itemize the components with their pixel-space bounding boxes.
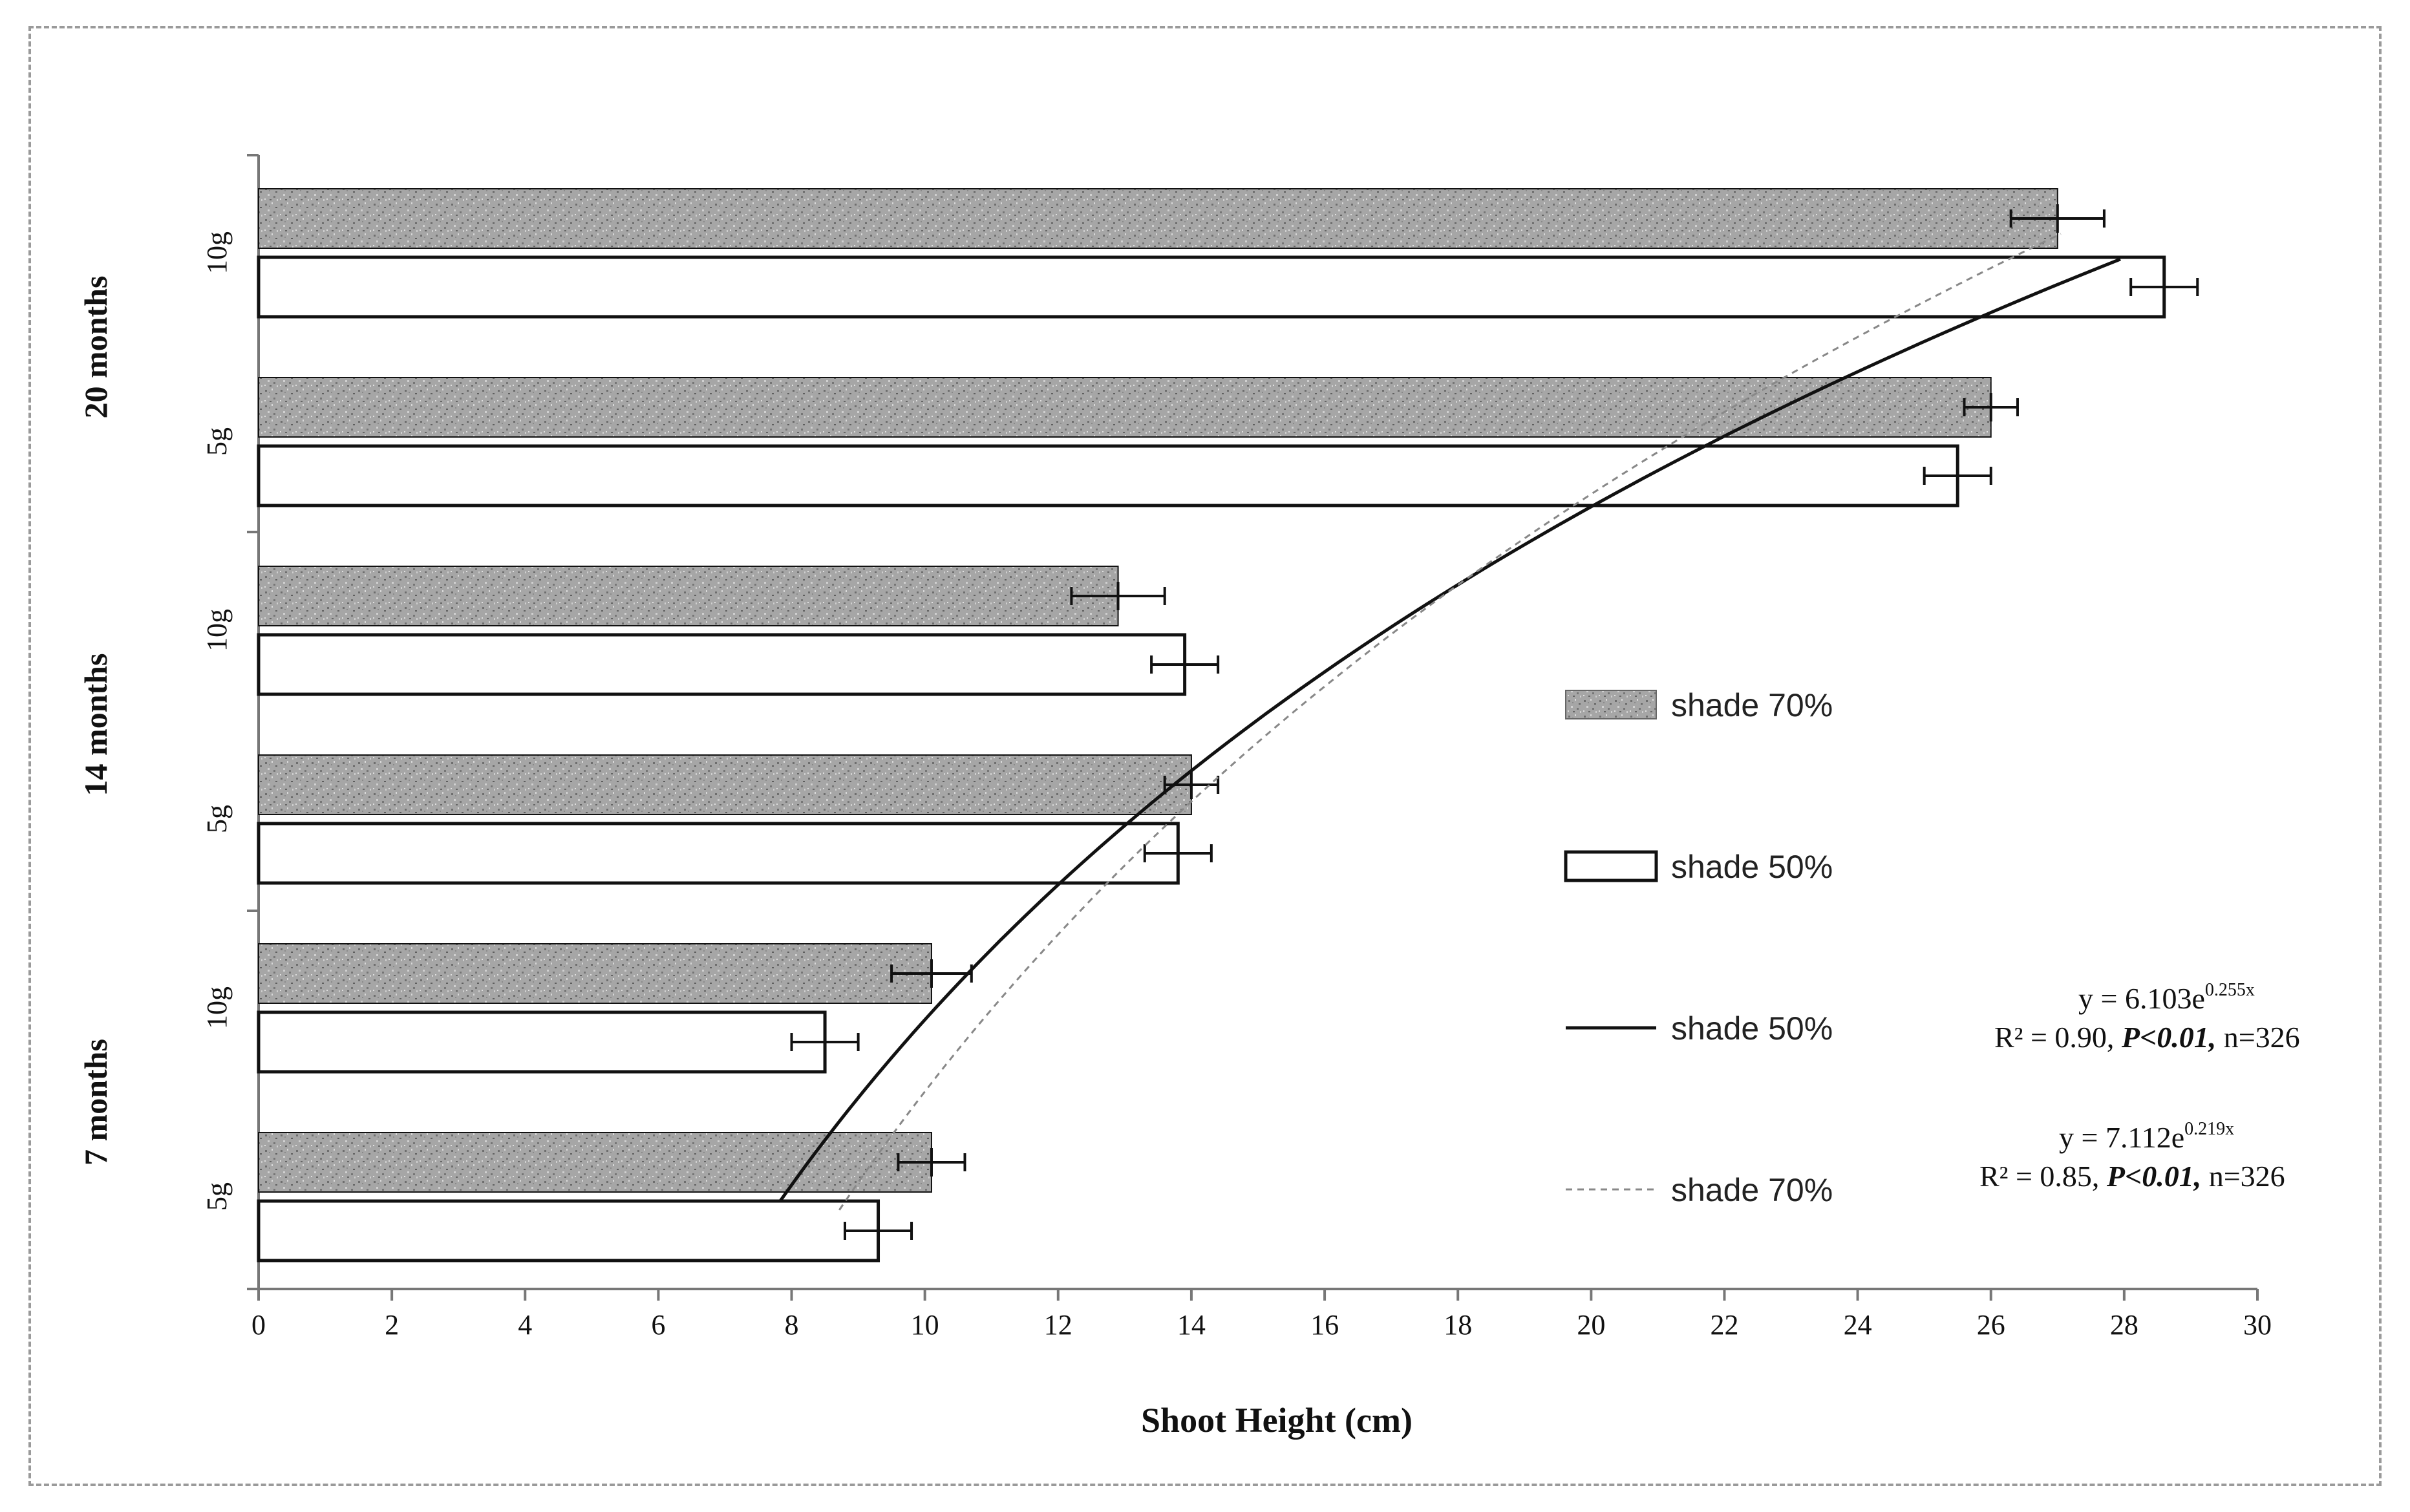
bar-shade50 — [257, 633, 1187, 696]
equation-text: y = 7.112e0.219x — [2059, 1119, 2234, 1154]
bar-shade70 — [258, 188, 2058, 249]
trendlines — [778, 233, 2121, 1211]
bar-shade70 — [258, 943, 932, 1004]
trendline-shade70 — [838, 233, 2062, 1211]
equation-base: y = 6.103e — [2078, 982, 2205, 1015]
bar-shade70 — [258, 1132, 932, 1193]
bar-shade70 — [258, 566, 1119, 626]
x-tick-label: 18 — [1444, 1309, 1472, 1341]
bar-shade50 — [257, 444, 1959, 507]
bar-shade50 — [257, 822, 1180, 885]
legend-label: shade 70% — [1671, 1172, 1833, 1208]
group-label: 14 months — [78, 654, 114, 796]
x-tick-label: 24 — [1844, 1309, 1872, 1341]
stats-n: n=326 — [2216, 1021, 2299, 1054]
x-tick-label: 14 — [1177, 1309, 1206, 1341]
legend-swatch-shade50-bar — [1564, 850, 1658, 882]
stats-r2: R² = 0.85, — [1979, 1160, 2107, 1193]
x-tick-label: 6 — [651, 1309, 665, 1341]
x-tick-label: 2 — [385, 1309, 399, 1341]
legend-label: shade 70% — [1671, 687, 1833, 723]
bar-shade50 — [257, 255, 2166, 319]
x-tick-label: 30 — [2243, 1309, 2272, 1341]
x-tick-label: 26 — [1977, 1309, 2005, 1341]
axes: 0 2 4 6 8 10 12 14 16 18 20 22 24 26 28 30 — [247, 154, 2272, 1341]
x-tick-label: 16 — [1310, 1309, 1339, 1341]
x-tick-label: 0 — [251, 1309, 266, 1341]
stats-n: n=326 — [2201, 1160, 2285, 1193]
bar-shade50 — [257, 1010, 827, 1074]
category-label: 10g — [201, 986, 233, 1029]
x-axis-title: Shoot Height (cm) — [1141, 1401, 1413, 1440]
legend: shade 70% shade 50% shade 50% shade 70% — [1564, 687, 1833, 1208]
equation-exponent: 0.219x — [2184, 1119, 2234, 1139]
stats-p: P<0.01, — [2106, 1160, 2201, 1193]
x-tick-label: 8 — [785, 1309, 799, 1341]
bars — [257, 188, 2199, 1262]
x-tick-label: 20 — [1577, 1309, 1605, 1341]
x-tick-label: 22 — [1710, 1309, 1738, 1341]
stats-p: P<0.01, — [2121, 1021, 2216, 1054]
stats-text: R² = 0.85, P<0.01, n=326 — [1979, 1160, 2285, 1193]
group-label: 20 months — [78, 276, 114, 419]
bar-shade70 — [258, 754, 1192, 815]
legend-label: shade 50% — [1671, 1010, 1833, 1047]
category-label: 5g — [201, 805, 233, 833]
equation-exponent: 0.255x — [2205, 980, 2255, 1000]
bar-shade70 — [258, 377, 1992, 438]
equation-base: y = 7.112e — [2059, 1121, 2184, 1154]
category-label: 10g — [201, 609, 233, 652]
stats-r2: R² = 0.90, — [1994, 1021, 2122, 1054]
equation-text: y = 6.103e0.255x — [2078, 980, 2255, 1015]
x-tick-label: 4 — [518, 1309, 532, 1341]
trendline-shade50 — [778, 257, 2121, 1203]
category-label: 5g — [201, 1182, 233, 1211]
x-tick-label: 28 — [2110, 1309, 2138, 1341]
legend-label: shade 50% — [1671, 849, 1833, 885]
group-label: 7 months — [78, 1039, 114, 1166]
category-labels: 10g 5g 20 months 10g 5g 14 months 10g 5g 7 month… — [78, 231, 233, 1211]
equations: y = 6.103e0.255x R² = 0.90, P<0.01, n=326… — [1979, 980, 2300, 1193]
x-tick-label: 12 — [1044, 1309, 1072, 1341]
stats-text: R² = 0.90, P<0.01, n=326 — [1994, 1021, 2300, 1054]
x-tick-label: 10 — [911, 1309, 939, 1341]
category-label: 10g — [201, 231, 233, 274]
legend-swatch-shade70-bar — [1565, 690, 1657, 719]
bar-shade50 — [257, 1199, 880, 1262]
category-label: 5g — [201, 427, 233, 456]
